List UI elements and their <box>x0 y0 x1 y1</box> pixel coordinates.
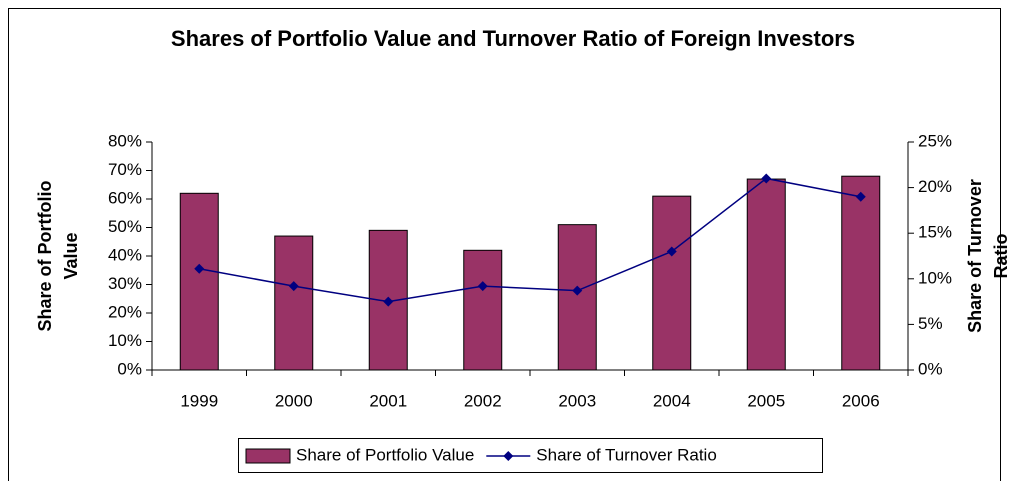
y-tick-label: 60% <box>108 188 142 207</box>
bar <box>746 178 786 371</box>
legend-swatch <box>245 448 291 464</box>
y-tick-label: 70% <box>108 160 142 179</box>
y-tick-label: 50% <box>108 217 142 236</box>
x-tick-label: 2003 <box>558 391 596 410</box>
x-tick-label: 2001 <box>369 391 407 410</box>
x-tick-label: 1999 <box>180 391 218 410</box>
x-tick-label: 2004 <box>653 391 691 410</box>
chart-frame <box>8 8 1001 481</box>
marker <box>572 285 583 296</box>
y2-tick-label: 0% <box>918 359 943 378</box>
x-tick-label: 2002 <box>464 391 502 410</box>
y2-tick-label: 10% <box>918 268 952 287</box>
x-tick-label: 2005 <box>747 391 785 410</box>
y2-axis-label: Share of Turnover Ratio <box>965 179 1010 333</box>
marker <box>194 263 205 274</box>
marker <box>761 173 772 184</box>
y-axis-label: Share of Portfolio Value <box>35 180 81 332</box>
bar <box>652 195 692 371</box>
marker <box>666 246 677 257</box>
y2-tick-label: 20% <box>918 177 952 196</box>
chart-title: Shares of Portfolio Value and Turnover R… <box>170 26 856 51</box>
y-tick-label: 30% <box>108 274 142 293</box>
y-tick-label: 20% <box>108 302 142 321</box>
legend-label: Share of Turnover Ratio <box>536 445 716 464</box>
bar <box>463 249 503 371</box>
y-tick-label: 80% <box>108 131 142 150</box>
legend-marker <box>503 451 514 461</box>
legend-label: Share of Portfolio Value <box>296 445 474 464</box>
bar <box>557 224 597 371</box>
x-tick-label: 2000 <box>275 391 313 410</box>
y2-tick-label: 25% <box>918 131 952 150</box>
x-tick-label: 2006 <box>842 391 880 410</box>
marker <box>383 296 394 307</box>
bar <box>179 192 219 371</box>
y-tick-label: 0% <box>117 359 142 378</box>
bar <box>841 175 881 371</box>
marker <box>288 281 299 292</box>
y2-tick-label: 15% <box>918 223 952 242</box>
legend-box <box>238 438 823 473</box>
bar <box>274 235 314 371</box>
y2-tick-label: 5% <box>918 314 943 333</box>
y-tick-label: 10% <box>108 331 142 350</box>
y-tick-label: 40% <box>108 245 142 264</box>
line <box>199 177 861 303</box>
marker <box>477 281 488 292</box>
marker <box>855 191 866 202</box>
